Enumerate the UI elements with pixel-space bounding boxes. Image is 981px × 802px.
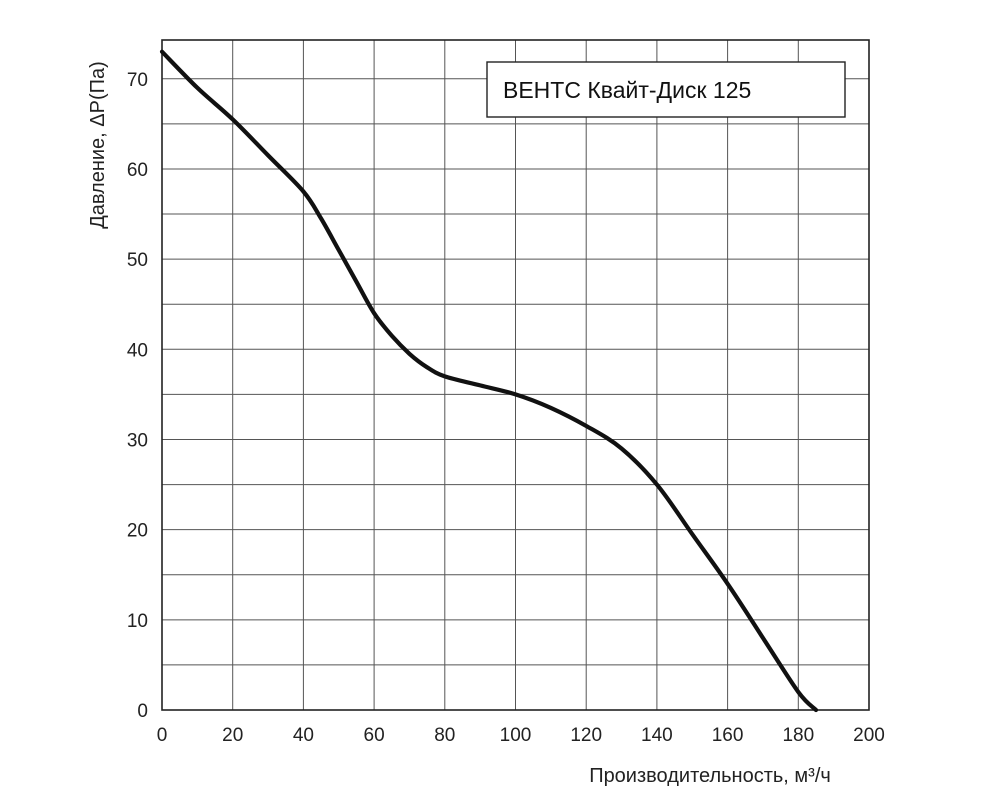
grid-lines xyxy=(162,40,869,710)
x-tick-label: 0 xyxy=(157,725,168,746)
x-tick-label: 100 xyxy=(500,725,532,746)
x-tick-label: 20 xyxy=(222,725,243,746)
y-tick-label: 30 xyxy=(127,430,148,451)
y-tick-labels: 0 10 20 30 40 50 60 70 xyxy=(127,70,148,722)
legend-label: ВЕНТС Квайт-Диск 125 xyxy=(503,77,751,103)
x-tick-labels: 0 20 40 60 80 100 120 140 160 180 200 xyxy=(157,725,885,746)
x-tick-label: 40 xyxy=(293,725,314,746)
x-tick-label: 160 xyxy=(712,725,744,746)
x-axis-title: Производительность, м³/ч xyxy=(589,765,831,787)
y-tick-label: 40 xyxy=(127,340,148,361)
y-tick-label: 70 xyxy=(127,70,148,91)
x-tick-label: 140 xyxy=(641,725,673,746)
y-tick-label: 0 xyxy=(137,701,148,722)
y-tick-label: 50 xyxy=(127,250,148,271)
x-tick-label: 120 xyxy=(570,725,602,746)
series-line-kvait-disk-125 xyxy=(159,49,819,713)
x-tick-label: 80 xyxy=(434,725,455,746)
x-tick-label: 180 xyxy=(782,725,814,746)
y-tick-label: 20 xyxy=(127,521,148,542)
y-tick-label: 60 xyxy=(127,160,148,181)
y-tick-label: 10 xyxy=(127,611,148,632)
x-tick-label: 200 xyxy=(853,725,885,746)
x-tick-label: 60 xyxy=(364,725,385,746)
y-axis-title: Давление, ΔP(Па) xyxy=(87,61,109,229)
plot-frame xyxy=(161,39,870,711)
legend-box xyxy=(486,61,846,118)
legend: ВЕНТС Квайт-Диск 125 xyxy=(486,61,846,118)
